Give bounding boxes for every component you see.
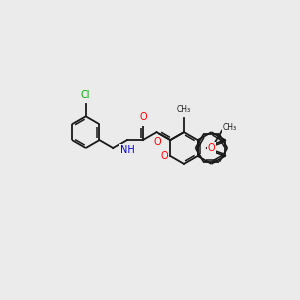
Text: NH: NH — [120, 145, 134, 155]
Text: CH₃: CH₃ — [177, 105, 191, 114]
Text: CH₃: CH₃ — [223, 123, 237, 132]
Text: O: O — [154, 137, 161, 147]
Text: O: O — [208, 143, 215, 153]
Text: O: O — [160, 151, 168, 161]
Text: O: O — [140, 112, 148, 122]
Text: Cl: Cl — [81, 90, 91, 100]
